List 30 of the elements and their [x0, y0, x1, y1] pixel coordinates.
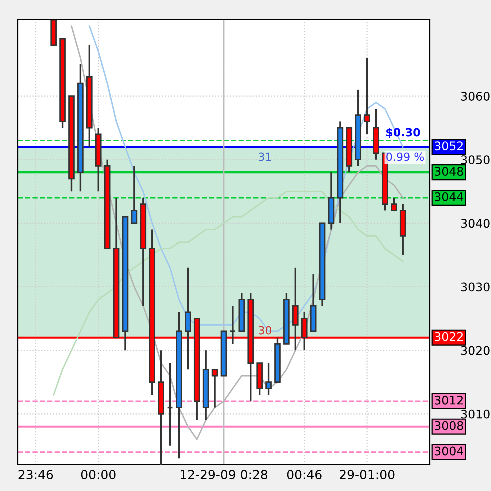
ref-line-label: 3008	[435, 421, 464, 430]
y-tick-label: 3010	[461, 410, 490, 419]
x-tick-label: 29-01:00	[340, 470, 395, 480]
ref-line-label: 3052	[435, 142, 463, 151]
y-tick-label: 3060	[461, 92, 490, 101]
y-tick-label: 3050	[461, 156, 490, 165]
ref-line-label: 3004	[435, 446, 464, 456]
y-tick-label: 3040	[461, 219, 490, 228]
annotation: $0.30	[386, 128, 420, 138]
candlestick	[266, 362, 272, 396]
x-tick-label: 12-29-09 0:28	[180, 470, 268, 480]
line-series	[53, 190, 404, 396]
candlestick	[230, 305, 236, 346]
ref-line-label: 3048	[435, 167, 464, 176]
candlestick	[391, 197, 398, 212]
ref-line-label: 3012	[435, 396, 463, 405]
y-tick-label: 3030	[461, 282, 490, 292]
y-tick-label: 3020	[461, 346, 490, 356]
annotation: 0.99 %	[386, 152, 424, 162]
x-tick-label: 23:46	[18, 470, 54, 480]
annotation: 31	[258, 152, 272, 162]
ref-line-label: 3044	[435, 192, 464, 202]
candlestick	[364, 57, 370, 136]
candlestick	[212, 368, 218, 409]
ref-line-label: 3022	[435, 332, 463, 342]
annotation: 30	[258, 326, 272, 335]
x-tick-label: 00:00	[81, 470, 116, 480]
x-tick-label: 00:46	[287, 470, 322, 480]
candlestick	[185, 267, 192, 370]
candlestick	[131, 165, 138, 224]
